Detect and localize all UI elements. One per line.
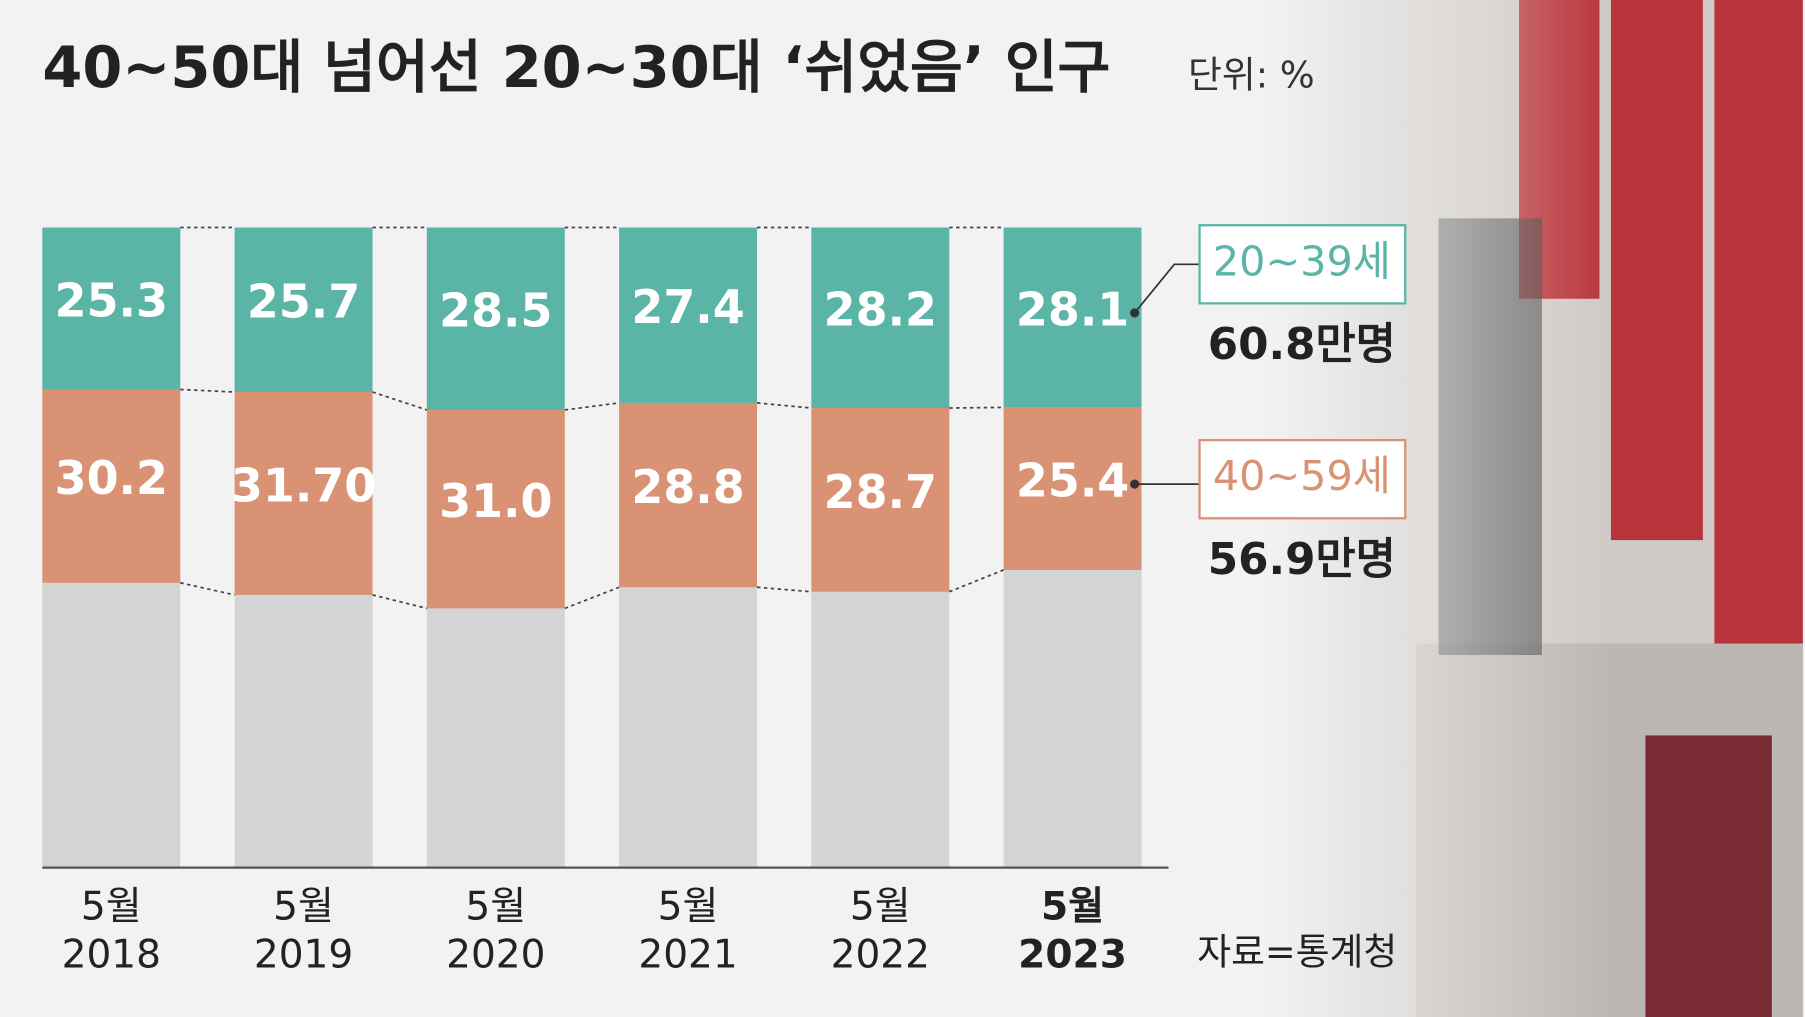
legend-label: 40~59세	[1213, 452, 1391, 500]
x-tick-label-box: 5월 2018	[61, 883, 162, 978]
bar-segment	[42, 389, 181, 583]
bar-segment	[619, 227, 758, 403]
x-tick-label: 5월 2019	[253, 883, 354, 978]
x-tick-label-box: 5월 2020	[446, 883, 546, 978]
x-tick-label-box: 5월 2021	[638, 883, 738, 978]
connector	[180, 388, 235, 393]
connector	[756, 402, 812, 409]
x-tick-label: 5월 2022	[830, 883, 931, 978]
bar-segment	[811, 408, 950, 592]
legend-leader	[1133, 263, 1200, 314]
connector	[372, 594, 428, 610]
connector	[949, 406, 1004, 409]
value-label: 28.8	[631, 460, 744, 514]
value-label: 25.3	[55, 273, 168, 327]
x-tick-label-box: 5월 2019	[253, 883, 354, 978]
source: 자료=통계청	[1197, 930, 1397, 973]
bar-segment	[426, 409, 565, 609]
x-tick-label: 5월 2020	[446, 883, 546, 978]
connector	[564, 586, 620, 610]
value-label: 25.7	[247, 275, 360, 329]
connector	[564, 402, 620, 411]
x-tick-label: 5월 2018	[61, 883, 162, 978]
value-label: 28.7	[824, 465, 937, 519]
legend-box	[1198, 224, 1407, 305]
unit-label: 단위: %	[1188, 53, 1315, 96]
x-tick-label-box: 5월 2022	[830, 883, 931, 978]
connector	[372, 391, 428, 411]
value-label: 31.70	[231, 458, 376, 512]
value-label: 30.2	[55, 451, 168, 505]
value-label: 31.0	[439, 474, 552, 528]
bar-segment	[1003, 407, 1142, 570]
legend-label: 20~39세	[1213, 237, 1391, 285]
value-label: 28.5	[439, 284, 552, 338]
value-label: 25.4	[1016, 454, 1129, 508]
bar-segment	[1003, 227, 1142, 408]
legend-box	[1198, 438, 1407, 520]
value-label: 28.2	[824, 283, 937, 337]
bar-segment	[426, 227, 565, 410]
x-tick-label-box: 5월 2023	[1018, 883, 1127, 978]
bar-segment	[234, 227, 373, 393]
bar-segment	[42, 227, 181, 390]
value-label: 28.1	[1016, 282, 1129, 336]
connector	[180, 581, 235, 596]
connector	[948, 569, 1004, 593]
annotation: 60.8만명	[1208, 319, 1396, 370]
bar-segment	[811, 227, 950, 409]
chart-title: 40~50대 넘어선 20~30대 ‘쉬었음’ 인구	[42, 34, 1110, 101]
x-tick-label: 5월 2023	[1018, 883, 1127, 978]
x-tick-label: 5월 2021	[638, 883, 738, 978]
value-label: 27.4	[631, 280, 744, 334]
bar-segment	[234, 392, 373, 595]
connector	[756, 586, 812, 593]
annotation: 56.9만명	[1208, 534, 1396, 585]
photo	[1266, 0, 1803, 1017]
bar-segment	[619, 402, 758, 588]
